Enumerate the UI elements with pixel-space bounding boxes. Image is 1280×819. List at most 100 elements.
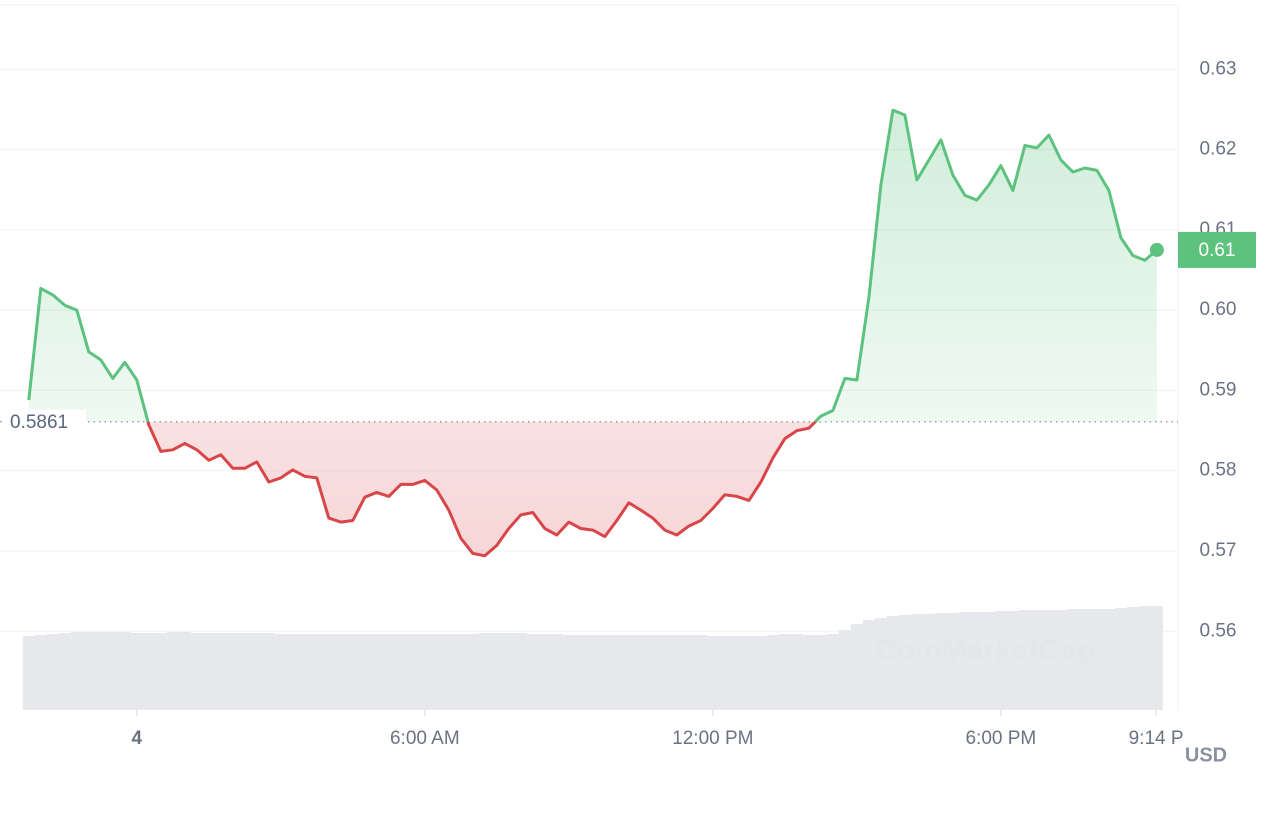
x-tick-label: 12:00 PM: [672, 728, 753, 749]
volume-bar: [190, 633, 203, 710]
volume-bar: [718, 636, 731, 710]
volume-bar: [310, 634, 323, 710]
volume-bar: [370, 634, 383, 710]
volume-bar: [754, 636, 767, 710]
volume-bar: [202, 633, 215, 710]
volume-bar: [862, 620, 875, 710]
y-tick-label: 0.56: [1200, 620, 1237, 641]
volume-bar: [262, 633, 275, 710]
x-tick-label: 6:00 AM: [390, 728, 460, 749]
volume-bar: [766, 635, 779, 710]
volume-bar: [502, 633, 515, 710]
volume-bar: [418, 634, 431, 710]
y-tick-label: 0.57: [1200, 540, 1237, 561]
volume-bar: [574, 635, 587, 710]
volume-bar: [1066, 609, 1079, 710]
volume-bar: [1078, 609, 1091, 710]
volume-bar: [850, 624, 863, 710]
volume-bar: [1150, 606, 1163, 710]
volume-bar: [1054, 610, 1067, 710]
y-tick-label: 0.58: [1200, 460, 1237, 481]
area-down: [28, 421, 1157, 556]
baseline-label: 0.5861: [10, 412, 68, 433]
area-up: [28, 110, 1157, 422]
volume-bar: [838, 630, 851, 710]
volume-bar: [1102, 609, 1115, 710]
volume-bar: [1042, 610, 1055, 710]
volume-bar: [250, 633, 263, 710]
volume-bar: [226, 633, 239, 710]
volume-bar: [514, 633, 527, 710]
volume-bar: [478, 633, 491, 710]
volume-bar: [958, 612, 971, 710]
volume-bar: [778, 634, 791, 710]
y-tick-label: 0.60: [1200, 299, 1237, 320]
volume-bar: [1018, 610, 1031, 710]
volume-bar: [622, 635, 635, 710]
volume-bar: [706, 636, 719, 710]
volume-bar: [742, 636, 755, 710]
volume-bar: [874, 618, 887, 710]
volume-bar: [346, 634, 359, 710]
last-price-dot: [1149, 242, 1164, 257]
volume-bar: [598, 635, 611, 710]
volume-bar: [118, 632, 131, 710]
volume-bar: [394, 634, 407, 710]
volume-bar: [694, 635, 707, 710]
volume-bar: [790, 634, 803, 710]
volume-bar: [982, 612, 995, 710]
volume-bar: [238, 633, 251, 710]
volume-bar: [334, 634, 347, 710]
volume-bar: [406, 634, 419, 710]
volume-bar: [466, 634, 479, 710]
volume-bar: [154, 633, 167, 710]
volume-bar: [46, 634, 59, 710]
last-price-badge: [1178, 231, 1256, 268]
volume-bar: [826, 634, 839, 710]
volume-bar: [934, 613, 947, 710]
volume-bar: [1138, 606, 1151, 710]
volume-bar: [142, 633, 155, 710]
volume-bar: [490, 633, 503, 710]
y-tick-label: 0.59: [1200, 379, 1237, 400]
volume-bar: [1090, 609, 1103, 710]
volume-bar: [1006, 611, 1019, 710]
volume-bar: [274, 634, 287, 710]
volume-bar: [130, 633, 143, 710]
volume-bar: [70, 632, 83, 710]
volume-bar: [658, 635, 671, 710]
volume-bar: [562, 635, 575, 710]
volume-bar: [166, 632, 179, 710]
volume-bar: [730, 636, 743, 710]
volume-bar: [358, 634, 371, 710]
volume-bar: [922, 614, 935, 710]
volume-bar: [454, 634, 467, 710]
volume-bar: [910, 614, 923, 710]
volume-bar: [682, 635, 695, 710]
x-tick-label: 6:00 PM: [965, 728, 1036, 749]
volume-bar: [286, 634, 299, 710]
volume-bar: [106, 632, 119, 710]
volume-bar: [670, 635, 683, 710]
volume-bar: [94, 632, 107, 710]
watermark: CoinMarketCap: [875, 634, 1095, 667]
volume-bar: [994, 611, 1007, 710]
volume-bar: [814, 635, 827, 710]
volume-bar: [82, 632, 95, 710]
volume-bar: [1126, 607, 1139, 710]
volume-bar: [214, 633, 227, 710]
volume-bar: [634, 635, 647, 710]
price-line-down: [146, 421, 818, 558]
price-line-up: [27, 108, 1158, 422]
y-tick-label: 0.63: [1200, 58, 1237, 79]
volume-bar: [538, 634, 551, 710]
volume-bar: [898, 615, 911, 710]
volume-bar: [58, 633, 71, 710]
volume-bar: [526, 634, 539, 710]
volume-bar: [550, 634, 563, 710]
baseline-label-bg: [4, 409, 86, 434]
last-price-label: 0.61: [1199, 240, 1236, 261]
volume-bar: [298, 634, 311, 710]
volume-bar: [322, 634, 335, 710]
